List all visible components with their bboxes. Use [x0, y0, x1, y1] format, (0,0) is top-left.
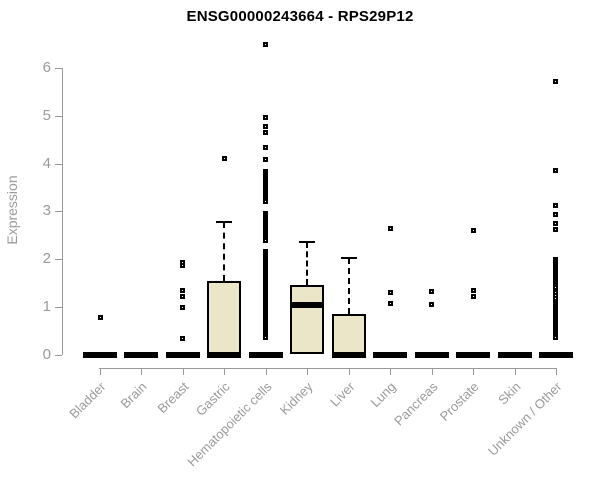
x-axis-tick	[265, 368, 267, 375]
x-axis	[99, 368, 557, 369]
outlier-point	[97, 314, 103, 320]
x-axis-tick	[390, 368, 392, 375]
x-axis-tick	[182, 368, 184, 375]
median-line	[83, 351, 117, 358]
median-line	[331, 351, 366, 358]
outlier-point	[553, 168, 559, 174]
outlier-point	[470, 293, 476, 299]
median-line	[207, 351, 242, 358]
whisker-cap	[216, 220, 233, 223]
y-axis	[62, 68, 63, 356]
x-axis-tick	[431, 368, 433, 375]
x-axis-tick	[224, 368, 226, 375]
y-tick-label: 2	[42, 250, 51, 268]
box	[207, 280, 242, 355]
y-axis-tick	[55, 354, 62, 356]
outlier-point	[553, 285, 559, 291]
outlier-point	[263, 334, 269, 340]
box	[331, 313, 366, 355]
outlier-point	[180, 335, 186, 341]
x-axis-tick	[555, 368, 557, 375]
y-axis-tick	[55, 116, 62, 117]
outlier-point	[429, 302, 435, 308]
outlier-point	[263, 237, 269, 243]
chart-title: ENSG00000243664 - RPS29P12	[186, 8, 414, 25]
outlier-point	[263, 41, 269, 47]
outlier-point	[470, 287, 476, 293]
outlier-point	[180, 304, 186, 310]
outlier-point	[387, 289, 393, 295]
median-line	[456, 351, 491, 358]
x-axis-tick	[307, 368, 309, 375]
y-axis-tick	[55, 163, 62, 165]
y-tick-label: 5	[42, 107, 51, 124]
outlier-point	[429, 288, 435, 294]
y-axis-tick	[55, 68, 62, 70]
outlier-point	[553, 334, 559, 340]
median-line	[290, 302, 325, 309]
outlier-point	[263, 145, 269, 151]
outlier-point	[553, 212, 559, 218]
outlier-point	[470, 227, 476, 233]
x-axis-tick	[141, 368, 143, 375]
median-line	[248, 351, 283, 358]
median-line	[165, 351, 200, 358]
outlier-point	[553, 79, 559, 85]
median-line	[124, 351, 159, 358]
median-line	[373, 351, 408, 358]
x-axis-tick	[100, 368, 101, 375]
outlier-point	[263, 157, 269, 163]
outlier-point	[553, 203, 559, 209]
outlier-point	[180, 293, 186, 299]
median-line	[497, 351, 532, 358]
outlier-point	[387, 226, 393, 232]
whisker	[306, 242, 309, 286]
outlier-point	[387, 300, 393, 306]
y-axis-tick	[55, 211, 62, 213]
box	[290, 285, 325, 355]
y-tick-label: 6	[42, 59, 51, 77]
outlier-point	[180, 263, 186, 269]
outlier-point	[263, 124, 269, 130]
y-tick-label: 0	[42, 345, 51, 363]
x-axis-tick	[348, 368, 350, 375]
x-axis-tick	[473, 368, 475, 375]
y-tick-label: 3	[42, 202, 51, 220]
median-line	[414, 351, 449, 358]
outlier-point	[221, 156, 227, 162]
whisker-cap	[340, 256, 357, 259]
outlier-point	[553, 220, 559, 226]
outlier-point	[180, 288, 186, 294]
whisker	[347, 257, 350, 314]
y-axis-tick	[55, 259, 62, 261]
outlier-point	[263, 114, 269, 120]
y-tick-label: 4	[42, 154, 51, 172]
outlier-point	[553, 227, 559, 233]
whisker	[223, 221, 226, 281]
x-axis-tick	[514, 368, 516, 375]
outlier-point	[263, 199, 269, 205]
y-axis-tick	[55, 306, 62, 308]
y-tick-label: 1	[42, 297, 51, 315]
whisker-cap	[299, 241, 316, 244]
outlier-point	[263, 130, 269, 136]
median-line	[538, 351, 573, 358]
